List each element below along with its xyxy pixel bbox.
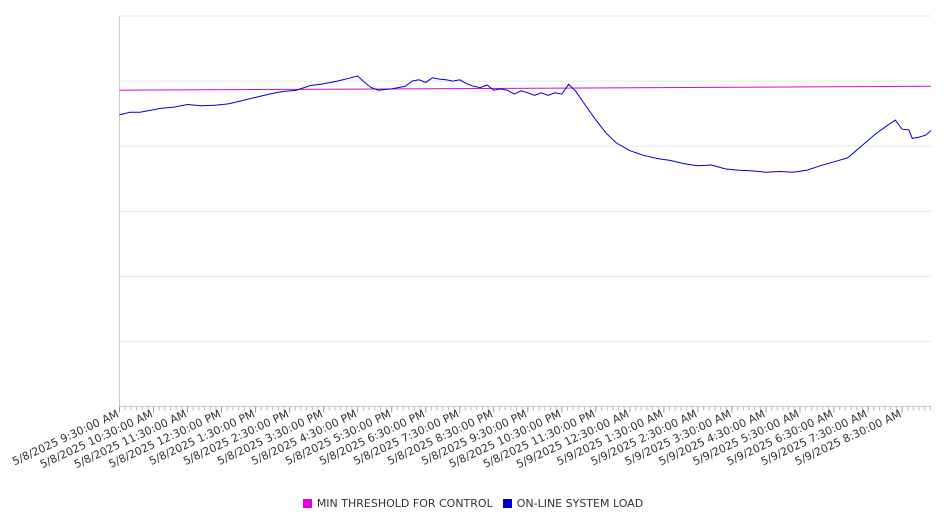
legend-swatch-system-load (502, 499, 512, 508)
x-tick-labels: 5/8/2025 9:30:00 AM5/8/2025 10:30:00 AM5… (10, 407, 903, 471)
axes (119, 16, 931, 413)
legend-swatch-threshold (302, 499, 312, 508)
system-load-line (119, 75, 932, 173)
grid-lines (119, 15, 931, 342)
legend-item-threshold[interactable]: MIN THRESHOLD FOR CONTROL (302, 497, 493, 510)
legend-item-system-load[interactable]: ON-LINE SYSTEM LOAD (502, 497, 644, 510)
legend: MIN THRESHOLD FOR CONTROL ON-LINE SYSTEM… (0, 497, 946, 510)
legend-label-threshold: MIN THRESHOLD FOR CONTROL (316, 497, 493, 510)
series-lines (119, 75, 932, 173)
threshold-line (119, 85, 932, 91)
legend-label-system-load: ON-LINE SYSTEM LOAD (516, 497, 644, 510)
